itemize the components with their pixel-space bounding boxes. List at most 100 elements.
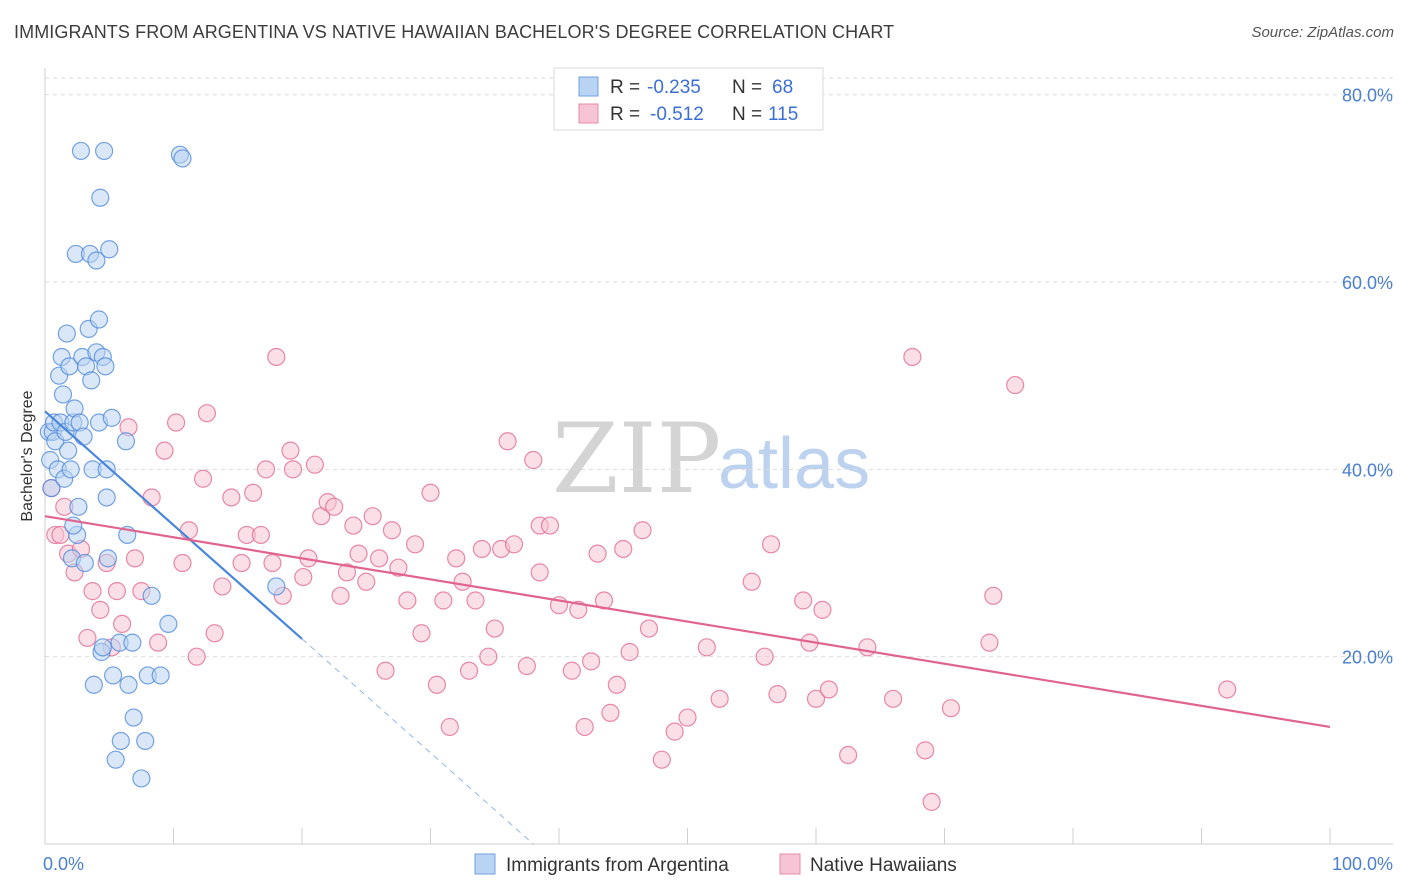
point-argentina [57,324,76,343]
point-native-hawaiian [78,628,97,648]
y-tick-label: 20.0% [1342,648,1393,668]
point-argentina [96,357,115,376]
point-native-hawaiian [281,441,300,460]
point-native-hawaiian [244,483,263,502]
stats-legend-frame [553,67,824,131]
point-native-hawaiian [412,624,431,643]
point-argentina [142,586,161,605]
trend-line-argentina-extrapolated [301,638,534,845]
point-native-hawaiian [267,347,286,367]
point-native-hawaiian [222,488,241,507]
point-native-hawaiian [768,685,787,704]
point-native-hawaiian [405,535,425,554]
point-argentina [123,633,142,652]
point-native-hawaiian [569,600,588,619]
watermark: ZIP atlas [552,403,870,515]
point-native-hawaiian [389,558,408,577]
point-native-hawaiian [761,535,781,554]
point-native-hawaiian [504,535,524,554]
point-native-hawaiian [453,572,472,591]
point-native-hawaiian [922,792,941,811]
point-native-hawaiian [980,633,999,652]
point-native-hawaiian [710,689,729,708]
point-argentina [87,251,106,270]
point-native-hawaiian [742,572,761,591]
chart-title: IMMIGRANTS FROM ARGENTINA VS NATIVE HAWA… [14,22,895,42]
series-legend: Immigrants from Argentina Native Hawaiia… [474,853,957,876]
point-argentina [151,666,170,685]
legend-r-value-1: -0.235 [647,77,701,98]
legend-r-label-2: R = [610,104,640,125]
point-native-hawaiian [755,647,774,666]
point-native-hawaiian [107,582,127,601]
point-native-hawaiian [155,441,174,460]
point-argentina [97,488,116,507]
point-native-hawaiian [813,600,832,619]
point-native-hawaiian [251,525,270,545]
point-native-hawaiian [112,614,132,634]
point-argentina [124,708,143,727]
point-native-hawaiian [594,591,614,610]
point-argentina [106,750,125,769]
point-native-hawaiian [794,591,813,610]
point-native-hawaiian [421,483,440,502]
point-argentina [53,385,73,404]
trend-line-argentina [44,410,303,640]
point-native-hawaiian [256,460,276,479]
point-argentina [95,141,114,161]
legend-n-value-2: 115 [768,104,798,125]
point-native-hawaiian [294,567,313,587]
point-argentina [136,731,155,751]
point-native-hawaiian [903,347,922,367]
point-native-hawaiian [575,717,594,737]
point-native-hawaiian [466,591,485,610]
series-legend-label-hawaiians: Native Hawaiians [810,855,957,876]
point-native-hawaiian [83,582,102,601]
point-native-hawaiian [331,586,350,605]
point-native-hawaiian [263,553,282,573]
series-legend-swatch-argentina [474,853,496,875]
legend-n-value-1: 68 [772,77,793,98]
point-argentina [98,549,118,568]
y-tick-label: 80.0% [1342,86,1393,106]
point-argentina [89,310,109,329]
point-native-hawaiian [916,741,935,760]
point-native-hawaiian [1006,375,1025,395]
point-native-hawaiian [479,647,498,666]
point-native-hawaiian [678,708,697,727]
point-native-hawaiian [639,619,659,638]
trend-lines [44,410,1331,845]
point-native-hawaiian [582,652,601,671]
point-native-hawaiian [588,544,607,563]
point-argentina [69,497,88,516]
point-argentina [84,675,103,694]
y-tick-labels: 20.0% 40.0% 60.0% 80.0% [1342,86,1393,668]
point-native-hawaiian [370,549,389,568]
point-native-hawaiian [376,661,395,680]
x-tick-label-min: 0.0% [43,854,84,874]
point-native-hawaiian [398,591,417,610]
point-native-hawaiian [142,488,161,507]
point-native-hawaiian [357,572,376,591]
point-argentina [111,731,130,751]
legend-n-label-1: N = [732,77,762,98]
point-argentina [93,638,112,657]
watermark-zip: ZIP [552,403,721,515]
x-ticks [44,828,1331,844]
point-native-hawaiian [363,507,382,526]
point-native-hawaiian [337,563,357,582]
point-native-hawaiian [984,586,1003,605]
point-native-hawaiian [197,404,217,423]
point-native-hawaiian [349,544,368,563]
point-native-hawaiian [472,539,491,559]
trend-line-native-hawaiians [44,515,1331,729]
point-native-hawaiian [434,591,453,610]
point-native-hawaiian [382,521,402,540]
point-native-hawaiian [530,563,549,582]
point-native-hawaiian [232,553,251,573]
y-axis-label: Bachelor's Degree [19,390,36,521]
point-argentina [42,478,61,498]
point-native-hawaiian [427,675,447,694]
point-native-hawaiian [562,661,581,680]
